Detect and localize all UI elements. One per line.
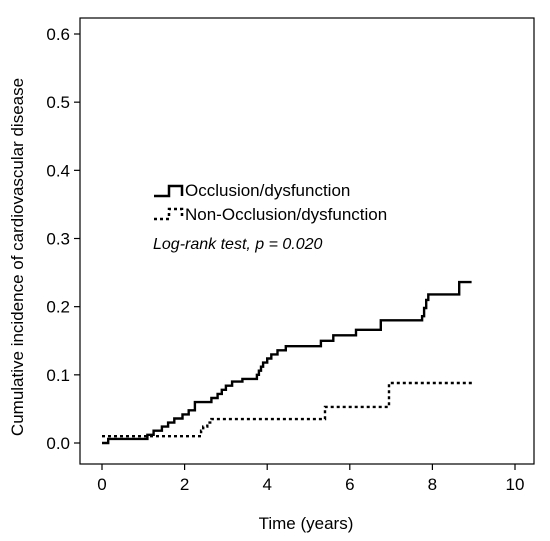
- x-axis-title: Time (years): [259, 514, 354, 533]
- x-tick-label: 10: [506, 475, 525, 494]
- y-tick-label: 0.1: [46, 366, 70, 385]
- y-tick-label: 0.2: [46, 298, 70, 317]
- y-tick-label: 0.0: [46, 434, 70, 453]
- legend-label-non-occlusion: Non-Occlusion/dysfunction: [185, 205, 387, 224]
- plot-frame: [79, 17, 535, 465]
- y-tick-label: 0.4: [46, 161, 70, 180]
- series-line-non-occlusion: [102, 381, 474, 438]
- legend-symbol-non-occlusion: [154, 207, 184, 221]
- legend-symbol-occlusion: [154, 184, 184, 198]
- legend-label-occlusion: Occlusion/dysfunction: [185, 181, 350, 200]
- series-line-occlusion: [102, 280, 472, 445]
- logrank-annotation: Log-rank test, p = 0.020: [153, 236, 323, 253]
- x-axis: 0 2 4 6 8 10: [97, 464, 524, 494]
- x-tick-label: 8: [428, 475, 437, 494]
- x-tick-label: 6: [345, 475, 354, 494]
- y-tick-label: 0.6: [46, 25, 70, 44]
- y-tick-label: 0.3: [46, 230, 70, 249]
- series-layer: [102, 280, 474, 445]
- x-tick-label: 4: [262, 475, 271, 494]
- y-axis: 0.0 0.1 0.2 0.3 0.4 0.5 0.6: [46, 25, 80, 453]
- y-tick-label: 0.5: [46, 93, 70, 112]
- plot-border: [79, 17, 535, 465]
- legend: Occlusion/dysfunction Non-Occlusion/dysf…: [154, 181, 387, 224]
- x-tick-label: 2: [180, 475, 189, 494]
- x-tick-label: 0: [97, 475, 106, 494]
- y-axis-title: Cumulative incidence of cardiovascular d…: [8, 78, 27, 436]
